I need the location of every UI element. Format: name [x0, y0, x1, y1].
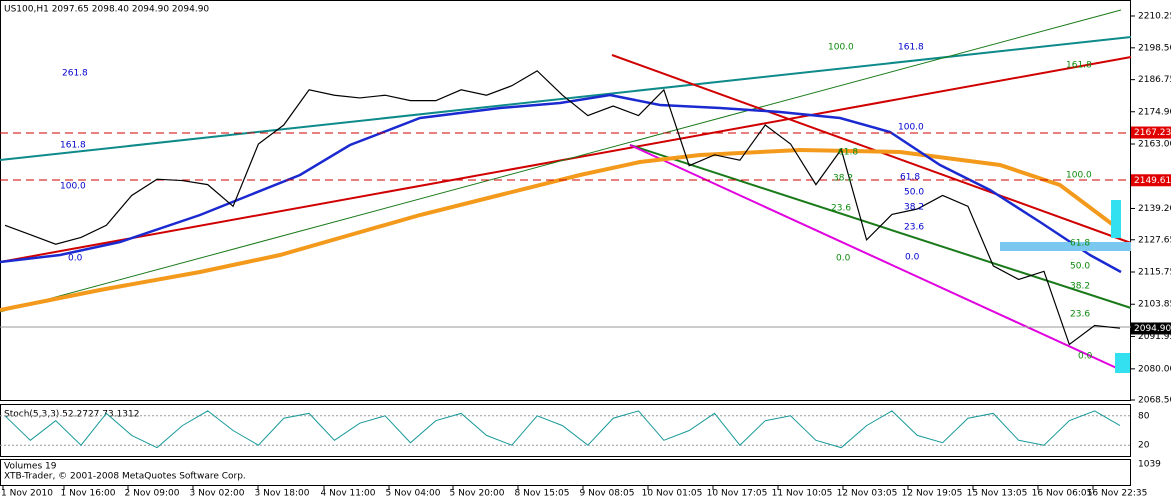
x-tick-label: 4 Nov 11:00: [321, 489, 376, 499]
x-tick-label: 1 Nov 2010: [1, 489, 53, 499]
y-tick-label: 2198.50: [1138, 43, 1171, 53]
main-pane: [0, 0, 1131, 401]
stoch-tick-label: 20: [1138, 441, 1150, 451]
price-marker: [1131, 174, 1171, 187]
x-tick-label: 3 Nov 02:00: [190, 489, 245, 499]
y-tick-label: 2080.00: [1138, 364, 1171, 374]
fib-label: 38.2: [833, 174, 853, 184]
fib-label: 38.2: [904, 203, 924, 213]
fib-label: 38.2: [1070, 282, 1090, 292]
x-tick-label: 15 Nov 13:05: [967, 489, 1028, 499]
moving-average: [0, 147, 1122, 312]
x-tick-label: 16 Nov 22:35: [1087, 489, 1148, 499]
chart-title: US100,H1 2097.65 2098.40 2094.90 2094.90: [4, 5, 209, 15]
trendline: [629, 144, 1122, 371]
fib-label: 161.8: [898, 43, 924, 53]
x-tick-label: 8 Nov 15:05: [515, 489, 570, 499]
fib-label: 261.8: [62, 69, 88, 79]
zone: [1111, 200, 1121, 238]
y-tick-label: 2127.65: [1138, 235, 1171, 245]
price-marker: [1131, 322, 1171, 335]
fib-label: 100.0: [1066, 171, 1092, 181]
fib-label: 50.0: [904, 188, 924, 198]
x-tick-label: 11 Nov 10:05: [772, 489, 833, 499]
zone: [1000, 242, 1131, 251]
x-tick-label: 1 Nov 16:00: [61, 489, 116, 499]
x-tick-label: 10 Nov 17:05: [707, 489, 768, 499]
y-tick-label: 2186.75: [1138, 75, 1171, 85]
fib-label: 23.6: [1070, 310, 1090, 320]
stoch-tick-label: 80: [1138, 411, 1150, 421]
x-tick-label: 10 Nov 01:05: [642, 489, 703, 499]
price-marker-label: 2094.90: [1134, 324, 1171, 334]
x-tick-label: 12 Nov 19:05: [902, 489, 963, 499]
fib-label: 50.0: [1070, 262, 1090, 272]
fib-label: 0.0: [68, 254, 83, 264]
price-marker-label: 2149.61: [1134, 176, 1171, 186]
price-line: [4, 70, 1121, 346]
fib-label: 23.6: [831, 204, 851, 214]
y-tick-label: 2103.85: [1138, 300, 1171, 310]
y-tick-label: 2068.50: [1138, 396, 1171, 406]
x-tick-label: 3 Nov 18:00: [255, 489, 310, 499]
fib-label: 161.8: [60, 141, 86, 151]
x-tick-label: 2 Nov 09:00: [125, 489, 180, 499]
fib-label: 0.0: [905, 253, 920, 263]
trendline: [0, 36, 1132, 161]
fib-label: 61.8: [900, 173, 920, 183]
fib-label: 61.8: [1070, 239, 1090, 249]
trendline: [0, 9, 1122, 313]
y-tick-label: 2174.90: [1138, 107, 1171, 117]
x-tick-label: 5 Nov 04:00: [386, 489, 441, 499]
volume-title: Volumes 19: [4, 462, 57, 472]
y-tick-label: 2091.95: [1138, 332, 1171, 342]
fib-label: 61.8: [838, 148, 858, 158]
fib-label: 0.0: [836, 254, 851, 264]
fib-label: 23.6: [904, 223, 924, 233]
volume-pane: [0, 459, 1131, 486]
fib-label: 161.8: [1066, 61, 1092, 71]
stoch-title: Stoch(5,3,3) 52.2727 73.1312: [4, 410, 139, 420]
copyright: XTB-Trader, © 2001-2008 MetaQuotes Softw…: [4, 472, 246, 482]
moving-average: [0, 93, 1122, 274]
x-tick-label: 5 Nov 20:00: [450, 489, 505, 499]
y-tick-label: 2139.20: [1138, 204, 1171, 214]
stoch-pane: [0, 404, 1131, 457]
x-tick-label: 12 Nov 03:05: [837, 489, 898, 499]
price-marker: [1131, 126, 1171, 139]
y-tick-label: 2210.25: [1138, 11, 1171, 21]
x-tick-label: 9 Nov 08:05: [580, 489, 635, 499]
fib-label: 100.0: [828, 43, 854, 53]
zone: [1115, 353, 1130, 373]
stoch-line: [4, 410, 1121, 449]
x-tick-label: 16 Nov 06:05: [1032, 489, 1093, 499]
price-marker-label: 2167.23: [1134, 128, 1171, 138]
volume-tick-label: 1039: [1138, 460, 1161, 470]
trendline: [611, 54, 1132, 244]
fib-label: 100.0: [898, 123, 924, 133]
y-tick-label: 2115.75: [1138, 267, 1171, 277]
y-tick-label: 2163.00: [1138, 139, 1171, 149]
fib-label: 0.0: [1078, 352, 1093, 362]
fib-label: 100.0: [60, 182, 86, 192]
